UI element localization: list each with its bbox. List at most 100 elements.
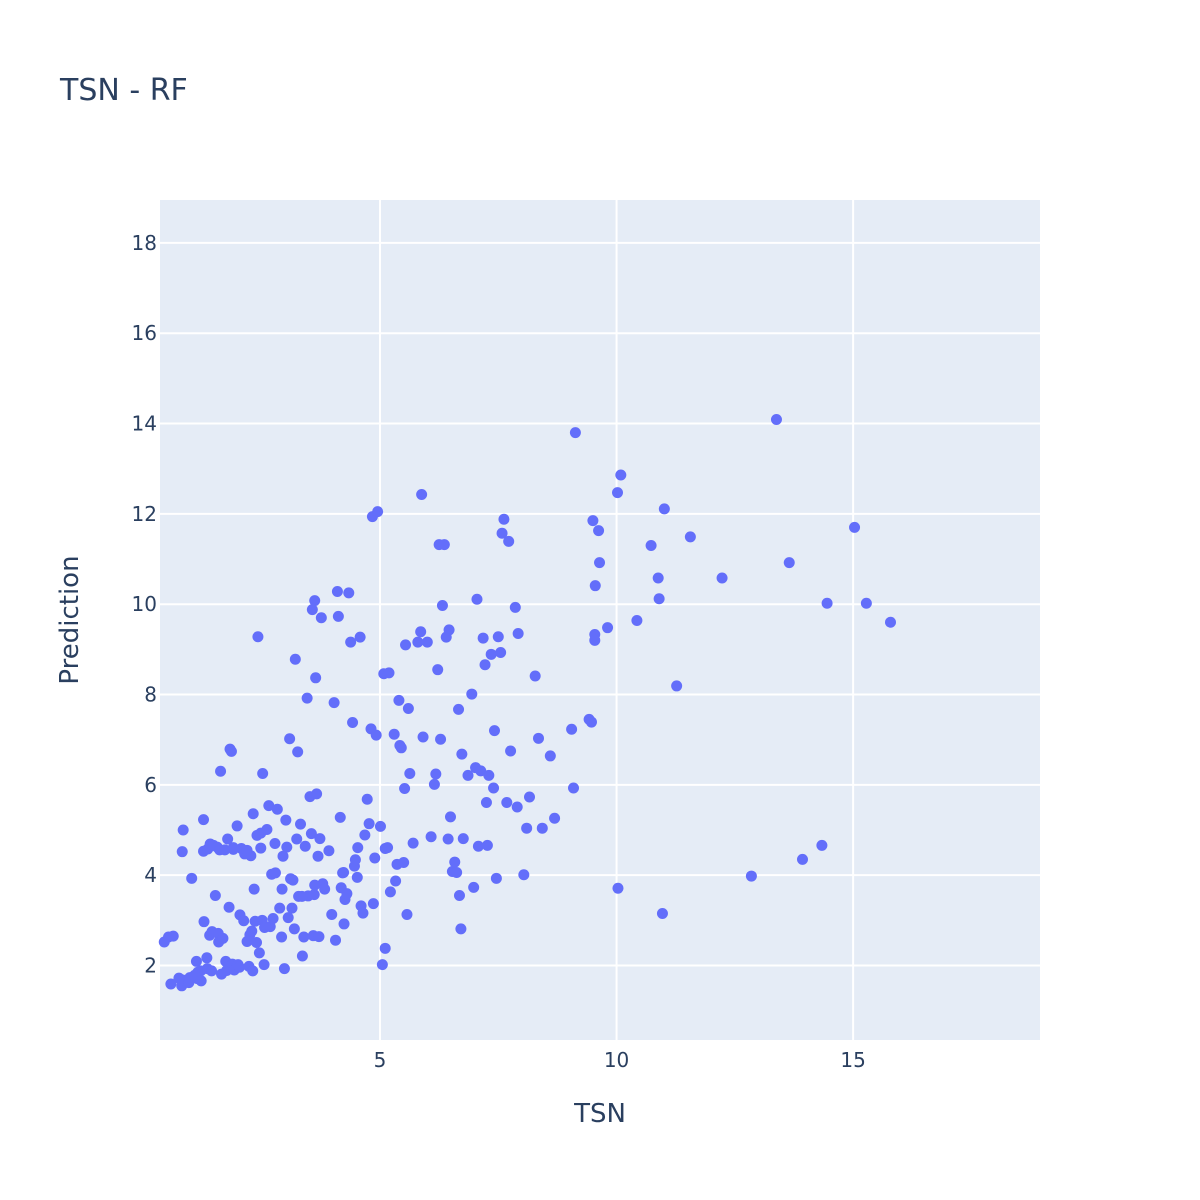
data-point [430,768,442,780]
data-point [313,931,325,943]
data-point [343,587,355,599]
data-point [602,622,614,634]
data-point [376,959,388,971]
data-point [190,955,202,967]
data-point [370,729,382,741]
y-tick-label: 6 [144,773,157,797]
data-point [652,572,664,584]
y-tick-label: 18 [132,231,157,255]
data-point [352,842,364,854]
data-point [246,925,258,937]
x-tick-label: 5 [374,1048,387,1072]
data-point [615,469,627,481]
x-axis-label: TSN [573,1099,626,1129]
data-point [425,831,437,843]
data-point [471,593,483,605]
data-point [354,631,366,643]
data-point [349,854,361,866]
data-point [532,732,544,744]
data-point [271,803,283,815]
x-axis-ticks: 5 10 15 [374,1048,866,1072]
data-point [468,881,480,893]
data-point [280,814,292,826]
data-point [338,918,350,930]
data-point [849,521,861,533]
data-point [225,745,237,757]
y-tick-label: 12 [132,502,157,526]
data-point [276,931,288,943]
data-point [645,539,657,551]
data-point [276,883,288,895]
data-point [589,634,601,646]
data-point [291,833,303,845]
data-point [251,936,263,948]
data-point [277,850,289,862]
data-point [305,828,317,840]
data-point [451,866,463,878]
data-point [274,902,286,914]
data-point [475,765,487,777]
data-point [247,808,259,820]
data-points [158,413,896,992]
data-point [198,916,210,928]
data-point [481,839,493,851]
data-point [241,844,253,856]
data-point [282,912,294,924]
data-point [783,557,795,569]
data-point [443,624,455,636]
data-point [253,947,265,959]
y-tick-label: 4 [144,863,157,887]
y-tick-label: 14 [132,412,157,436]
data-point [284,733,296,745]
data-point [379,843,391,855]
data-point [267,913,279,925]
data-point [612,487,624,499]
data-point [456,748,468,760]
data-point [209,889,221,901]
data-point [306,604,318,616]
data-point [309,879,321,891]
y-axis-ticks: 2 4 6 8 10 12 14 16 18 [132,231,157,978]
y-axis-label: Prediction [55,555,85,684]
data-point [585,716,597,728]
data-point [258,959,270,971]
data-point [509,601,521,613]
y-tick-label: 2 [144,953,157,977]
data-point [485,648,497,660]
data-point [281,841,293,853]
x-tick-label: 15 [840,1048,865,1072]
data-point [671,680,683,692]
data-point [298,931,310,943]
data-point [529,670,541,682]
data-point [631,614,643,626]
data-point [301,692,313,704]
data-point [498,513,510,525]
data-point [227,843,239,855]
data-point [359,829,371,841]
data-point [286,902,298,914]
data-point [201,952,213,964]
data-point [328,697,340,709]
data-point [593,525,605,537]
data-point [247,965,259,977]
data-point [167,930,179,942]
data-point [384,886,396,898]
data-point [745,870,757,882]
data-point [568,782,580,794]
data-point [436,600,448,612]
data-point [319,883,331,895]
y-tick-label: 16 [132,321,157,345]
data-point [569,427,581,439]
data-point [263,800,275,812]
data-point [287,874,299,886]
data-point [402,703,414,715]
data-point [816,839,828,851]
data-point [488,725,500,737]
chart-title: TSN - RF [59,73,188,108]
data-point [395,742,407,754]
data-point [488,782,500,794]
data-point [357,907,369,919]
data-point [351,871,363,883]
data-point [524,791,536,803]
data-point [383,667,395,679]
